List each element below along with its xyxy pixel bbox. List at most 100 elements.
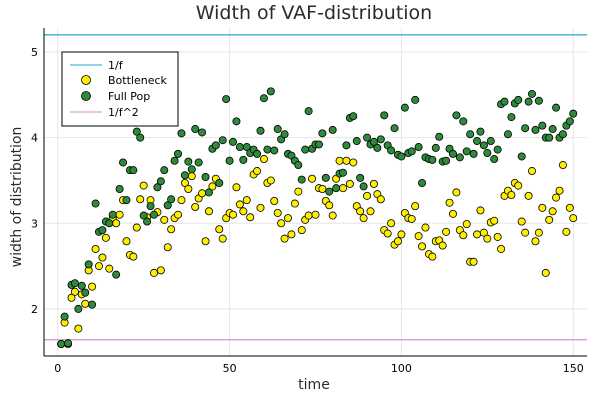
bottleneck-point bbox=[414, 232, 423, 241]
bottleneck-point bbox=[163, 243, 172, 252]
full-pop-point bbox=[270, 146, 279, 155]
full-pop-point bbox=[242, 143, 251, 152]
full-pop-point bbox=[136, 133, 145, 142]
plot-frame bbox=[43, 28, 587, 357]
full-pop-point bbox=[139, 211, 148, 220]
legend-label-full-pop: Full Pop bbox=[108, 90, 150, 103]
bottleneck-point bbox=[555, 186, 564, 195]
full-pop-point bbox=[466, 130, 475, 139]
full-pop-point bbox=[376, 135, 385, 144]
full-pop-point bbox=[122, 196, 131, 205]
bottleneck-point bbox=[115, 210, 124, 219]
bottleneck-point bbox=[545, 215, 554, 224]
full-pop-point bbox=[232, 117, 241, 126]
full-pop-point bbox=[455, 153, 464, 162]
full-pop-point bbox=[294, 161, 303, 170]
full-pop-point bbox=[191, 125, 200, 134]
bottleneck-point bbox=[218, 234, 227, 243]
bottleneck-point bbox=[558, 161, 567, 170]
bottleneck-point bbox=[91, 244, 100, 253]
full-pop-point bbox=[507, 113, 516, 122]
bottleneck-point bbox=[232, 183, 241, 192]
bottleneck-point bbox=[266, 176, 275, 185]
full-pop-point bbox=[146, 202, 155, 211]
bottleneck-point bbox=[376, 195, 385, 204]
bottleneck-point bbox=[129, 252, 138, 261]
bottleneck-point bbox=[160, 215, 169, 224]
full-pop-point bbox=[70, 279, 79, 288]
full-pop-point bbox=[400, 103, 409, 112]
bottleneck-point bbox=[541, 268, 550, 277]
bottleneck-point bbox=[552, 193, 561, 202]
y-tick-label: 5 bbox=[31, 46, 38, 59]
bottleneck-point bbox=[538, 203, 547, 212]
bottleneck-point bbox=[297, 226, 306, 235]
x-tick-label: 100 bbox=[391, 362, 412, 375]
full-pop-point bbox=[314, 140, 323, 149]
full-pop-point bbox=[411, 95, 420, 104]
full-pop-point bbox=[483, 149, 492, 158]
bottleneck-point bbox=[294, 187, 303, 196]
full-pop-point bbox=[490, 155, 499, 164]
bottleneck-point bbox=[356, 207, 365, 216]
bottleneck-point bbox=[253, 167, 262, 176]
legend: 1/f Bottleneck Full Pop 1/f^2 bbox=[61, 51, 179, 127]
bottleneck-point bbox=[273, 208, 282, 217]
bottleneck-point bbox=[345, 179, 354, 188]
full-pop-point bbox=[170, 156, 179, 165]
full-pop-point bbox=[84, 260, 93, 269]
bottleneck-point bbox=[517, 217, 526, 226]
full-pop-point bbox=[517, 152, 526, 161]
full-pop-point bbox=[349, 112, 358, 121]
full-pop-point bbox=[500, 97, 509, 106]
full-pop-point bbox=[225, 156, 234, 165]
full-pop-point bbox=[363, 133, 372, 142]
full-pop-point bbox=[503, 130, 512, 139]
full-pop-point bbox=[218, 136, 227, 145]
full-pop-point bbox=[442, 156, 451, 165]
bottleneck-point bbox=[139, 181, 148, 190]
full-pop-point bbox=[407, 147, 416, 156]
bottleneck-point bbox=[507, 190, 516, 199]
bottleneck-point bbox=[565, 203, 574, 212]
y-axis-label: width of distribution bbox=[9, 127, 25, 268]
bottleneck-point bbox=[359, 214, 368, 223]
bottleneck-point bbox=[387, 219, 396, 228]
full-pop-point bbox=[418, 179, 427, 188]
full-pop-point bbox=[239, 155, 248, 164]
bottleneck-point bbox=[156, 266, 165, 275]
bottleneck-point bbox=[304, 211, 313, 220]
bottleneck-point bbox=[349, 158, 358, 167]
full-pop-point bbox=[198, 128, 207, 137]
bottleneck-point bbox=[132, 223, 141, 232]
x-axis-label: time bbox=[298, 377, 330, 393]
full-pop-point bbox=[88, 300, 97, 309]
bottleneck-point bbox=[342, 156, 351, 165]
bottleneck-point bbox=[215, 225, 224, 234]
bottleneck-point bbox=[112, 219, 121, 228]
full-pop-point bbox=[153, 183, 162, 192]
bottleneck-point bbox=[548, 207, 557, 216]
full-pop-point bbox=[98, 226, 107, 235]
full-pop-point bbox=[459, 117, 468, 126]
full-pop-point bbox=[163, 201, 172, 210]
full-pop-point bbox=[143, 217, 152, 226]
bottleneck-point bbox=[198, 189, 207, 198]
full-pop-point bbox=[108, 210, 117, 219]
chart-title: Width of VAF-distribution bbox=[196, 2, 432, 24]
full-pop-point bbox=[256, 126, 265, 135]
bottleneck-point bbox=[528, 167, 537, 176]
full-pop-point bbox=[390, 124, 399, 133]
full-pop-point bbox=[332, 184, 341, 193]
legend-box bbox=[61, 51, 179, 127]
bottleneck-point bbox=[74, 324, 83, 333]
y-tick-label: 3 bbox=[31, 217, 38, 230]
legend-swatch-bottleneck bbox=[81, 75, 91, 85]
bottleneck-point bbox=[290, 199, 299, 208]
x-tick-label: 150 bbox=[563, 362, 584, 375]
bottleneck-point bbox=[534, 228, 543, 237]
bottleneck-point bbox=[88, 282, 97, 291]
full-pop-point bbox=[359, 182, 368, 191]
full-pop-point bbox=[160, 166, 169, 175]
full-pop-point bbox=[387, 146, 396, 155]
